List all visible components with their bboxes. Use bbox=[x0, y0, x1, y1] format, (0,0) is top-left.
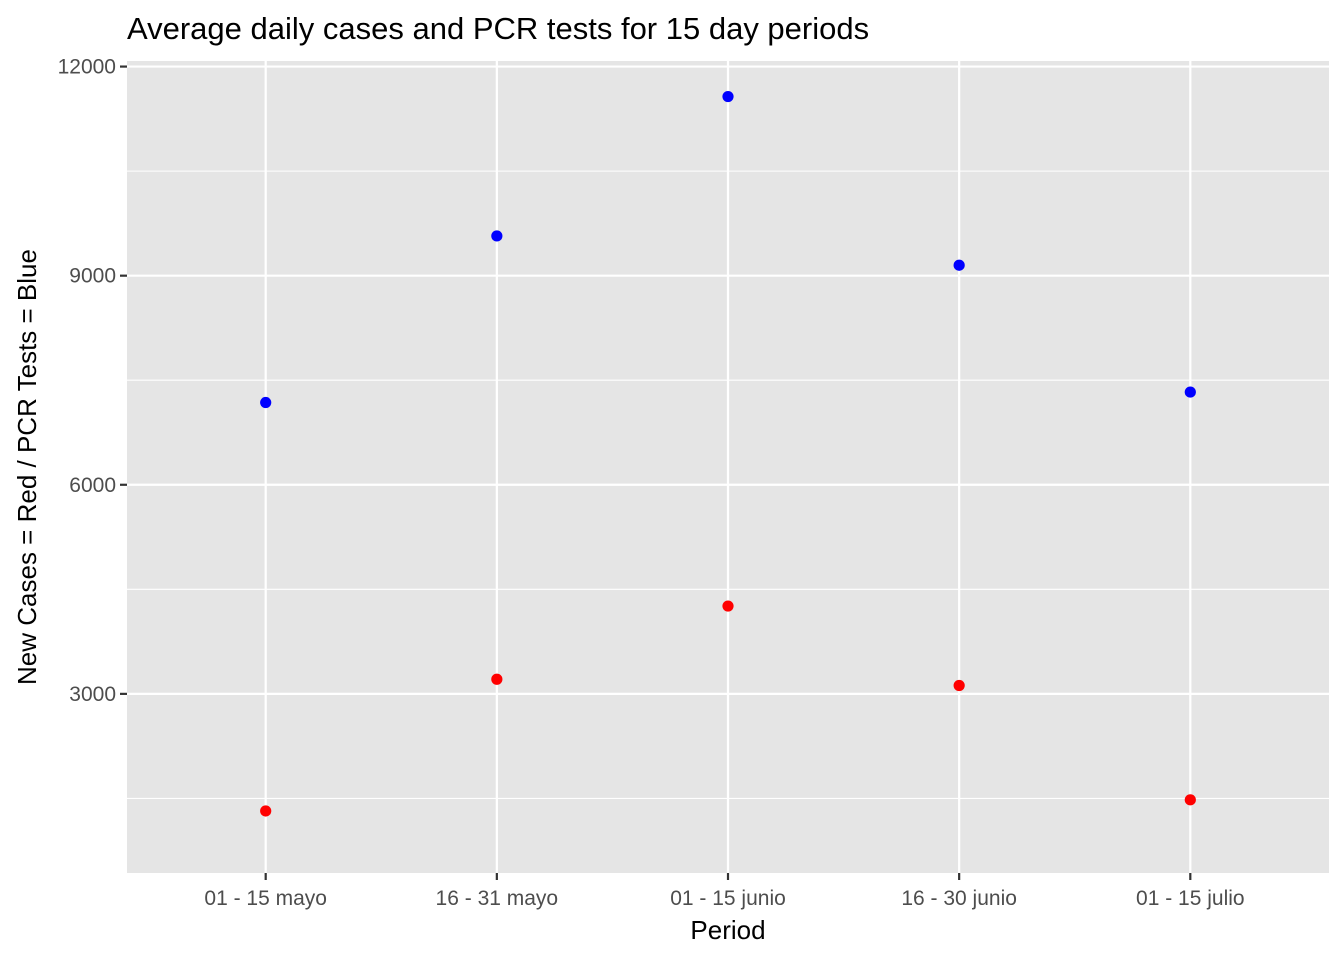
x-tick-label: 16 - 31 mayo bbox=[436, 887, 559, 910]
x-tick-label: 01 - 15 mayo bbox=[204, 887, 327, 910]
x-tick-label: 16 - 30 junio bbox=[901, 887, 1017, 910]
y-tick-label: 3000 bbox=[69, 683, 116, 706]
x-tick-label: 01 - 15 julio bbox=[1136, 887, 1245, 910]
x-tick-label: 01 - 15 junio bbox=[670, 887, 786, 910]
point-pcr-tests bbox=[260, 396, 272, 409]
x-axis: 01 - 15 mayo 16 - 31 mayo 01 - 15 junio 16 … bbox=[204, 873, 1245, 910]
point-new-cases bbox=[953, 679, 965, 692]
y-axis: 3000 6000 9000 12000 bbox=[58, 56, 127, 706]
x-axis-title: Period bbox=[690, 915, 765, 945]
point-new-cases bbox=[1184, 794, 1196, 806]
y-tick-label: 12000 bbox=[58, 56, 116, 79]
y-tick-label: 6000 bbox=[69, 474, 116, 497]
point-new-cases bbox=[722, 600, 734, 612]
y-axis-title: New Cases = Red / PCR Tests = Blue bbox=[12, 249, 42, 685]
major-gridlines bbox=[127, 61, 1329, 873]
point-pcr-tests bbox=[722, 90, 734, 103]
point-pcr-tests bbox=[491, 230, 503, 242]
point-pcr-tests bbox=[953, 259, 965, 271]
point-new-cases bbox=[260, 805, 272, 817]
y-tick-label: 9000 bbox=[69, 265, 116, 288]
point-new-cases bbox=[491, 673, 503, 685]
data-points bbox=[260, 90, 1196, 817]
point-pcr-tests bbox=[1184, 386, 1196, 398]
chart-title: Average daily cases and PCR tests for 15… bbox=[127, 11, 869, 46]
